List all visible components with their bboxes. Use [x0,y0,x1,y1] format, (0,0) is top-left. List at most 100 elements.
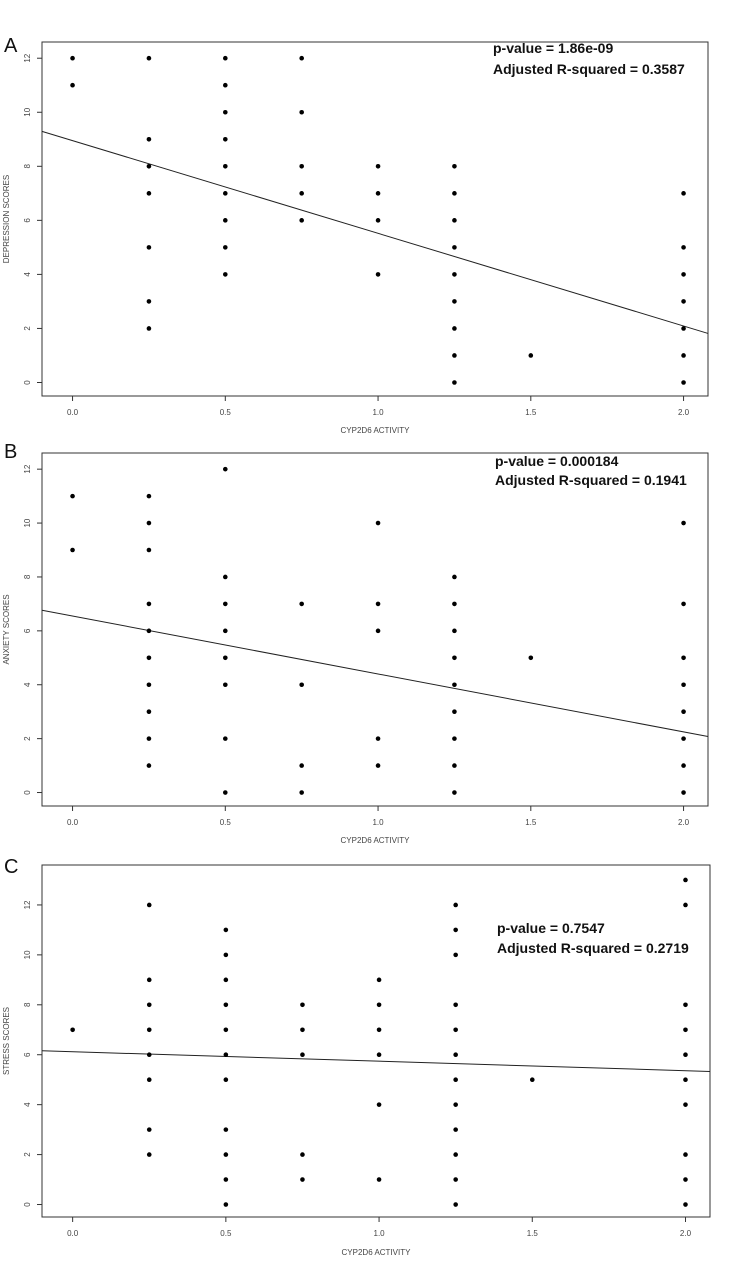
data-point [223,82,228,88]
data-point [452,164,457,169]
data-point [681,353,686,358]
y-axis-title: STRESS SCORES [2,1007,11,1075]
data-point [452,682,457,688]
data-point [223,1152,229,1157]
data-point [146,55,152,61]
data-point [299,763,304,768]
x-tick-label: 2.0 [678,818,690,827]
data-point [223,952,229,958]
data-point [375,218,381,223]
p-value-b: p-value = 0.000184 [495,453,619,469]
panel-letter-a: A [4,35,18,57]
y-tick-label: 4 [23,272,32,277]
data-point [146,709,152,714]
data-point [299,790,304,795]
data-point [453,1027,458,1033]
data-point [146,520,152,526]
data-point [452,353,457,358]
data-point [452,380,457,385]
data-point [681,790,686,795]
data-point [681,380,686,385]
data-point [299,109,304,115]
panel-letter-c: C [4,856,18,878]
x-tick-label: 1.0 [372,818,384,827]
data-point [223,628,228,634]
x-tick-label: 0.5 [220,1229,232,1238]
data-point [375,601,381,607]
data-point [528,655,534,661]
data-point [223,601,228,607]
y-tick-label: 2 [23,1152,32,1157]
data-point [681,520,686,526]
data-point [300,1052,305,1058]
data-point [452,601,457,607]
data-point [146,191,152,196]
plot-c: 0.0 0.5 1.0 1.5 2.0 0 2 4 6 8 10 12 CYP2D6 ACTIVITY S… [2,864,711,1257]
data-point [375,763,381,768]
r-squared-b: Adjusted R-squared = 0.1941 [495,472,687,488]
x-axis-title: CYP2D6 ACTIVITY [342,1248,412,1257]
data-point [146,547,152,553]
y-tick-label: 2 [23,326,32,331]
data-point [146,736,152,741]
regression-line [41,1050,711,1072]
data-point [453,927,458,933]
data-point [223,682,228,688]
data-point [70,82,75,88]
data-point [529,1077,535,1082]
data-point [146,1002,152,1008]
data-point [376,1027,382,1033]
data-point [683,1152,688,1157]
data-point [681,709,686,714]
data-point [452,655,457,661]
data-point [681,326,686,331]
y-tick-label: 10 [23,518,32,527]
regression-line [41,609,709,738]
data-point [146,136,152,142]
data-point [683,1102,688,1107]
data-point [453,1052,458,1058]
y-tick-label: 8 [23,574,32,579]
data-point [453,1002,458,1008]
data-point [376,977,382,983]
data-point [223,574,228,580]
data-point [299,55,304,61]
data-point [452,574,457,580]
data-point [452,709,457,714]
data-point [146,902,152,908]
y-tick-label: 10 [23,950,32,959]
data-point [299,218,304,223]
data-point [376,1052,382,1058]
plot-a: 0.0 0.5 1.0 1.5 2.0 0 2 4 6 8 10 12 CYP2D6 ACTIVITY D… [2,41,709,435]
data-point [452,191,457,196]
data-point [146,1152,152,1157]
data-point [223,191,228,196]
data-point [453,1152,458,1157]
data-point [375,628,381,634]
data-point [376,1177,382,1182]
x-tick-label: 2.0 [678,408,690,417]
data-point [223,218,228,223]
data-point [376,1102,382,1107]
y-tick-label: 10 [23,107,32,116]
y-tick-label: 12 [23,464,32,473]
data-point [223,736,228,741]
data-point [146,245,152,250]
data-point [681,601,686,607]
data-point [146,601,152,607]
panel-a: A 0.0 0.5 1.0 1.5 2.0 0 2 4 6 8 10 12 CYP2D6 ACTIVIT… [2,35,709,435]
y-tick-label: 0 [23,790,32,795]
data-point [453,1127,458,1132]
data-point [223,245,228,250]
r-squared-a: Adjusted R-squared = 0.3587 [493,61,685,77]
x-tick-label: 0.5 [220,408,232,417]
data-point [681,736,686,741]
data-point [452,299,457,304]
plot-frame [41,452,709,807]
data-point [223,977,229,983]
y-tick-label: 0 [23,1202,32,1207]
data-point [299,601,304,607]
data-point [452,790,457,795]
x-tick-label: 0.0 [67,1229,79,1238]
data-point [528,353,534,358]
